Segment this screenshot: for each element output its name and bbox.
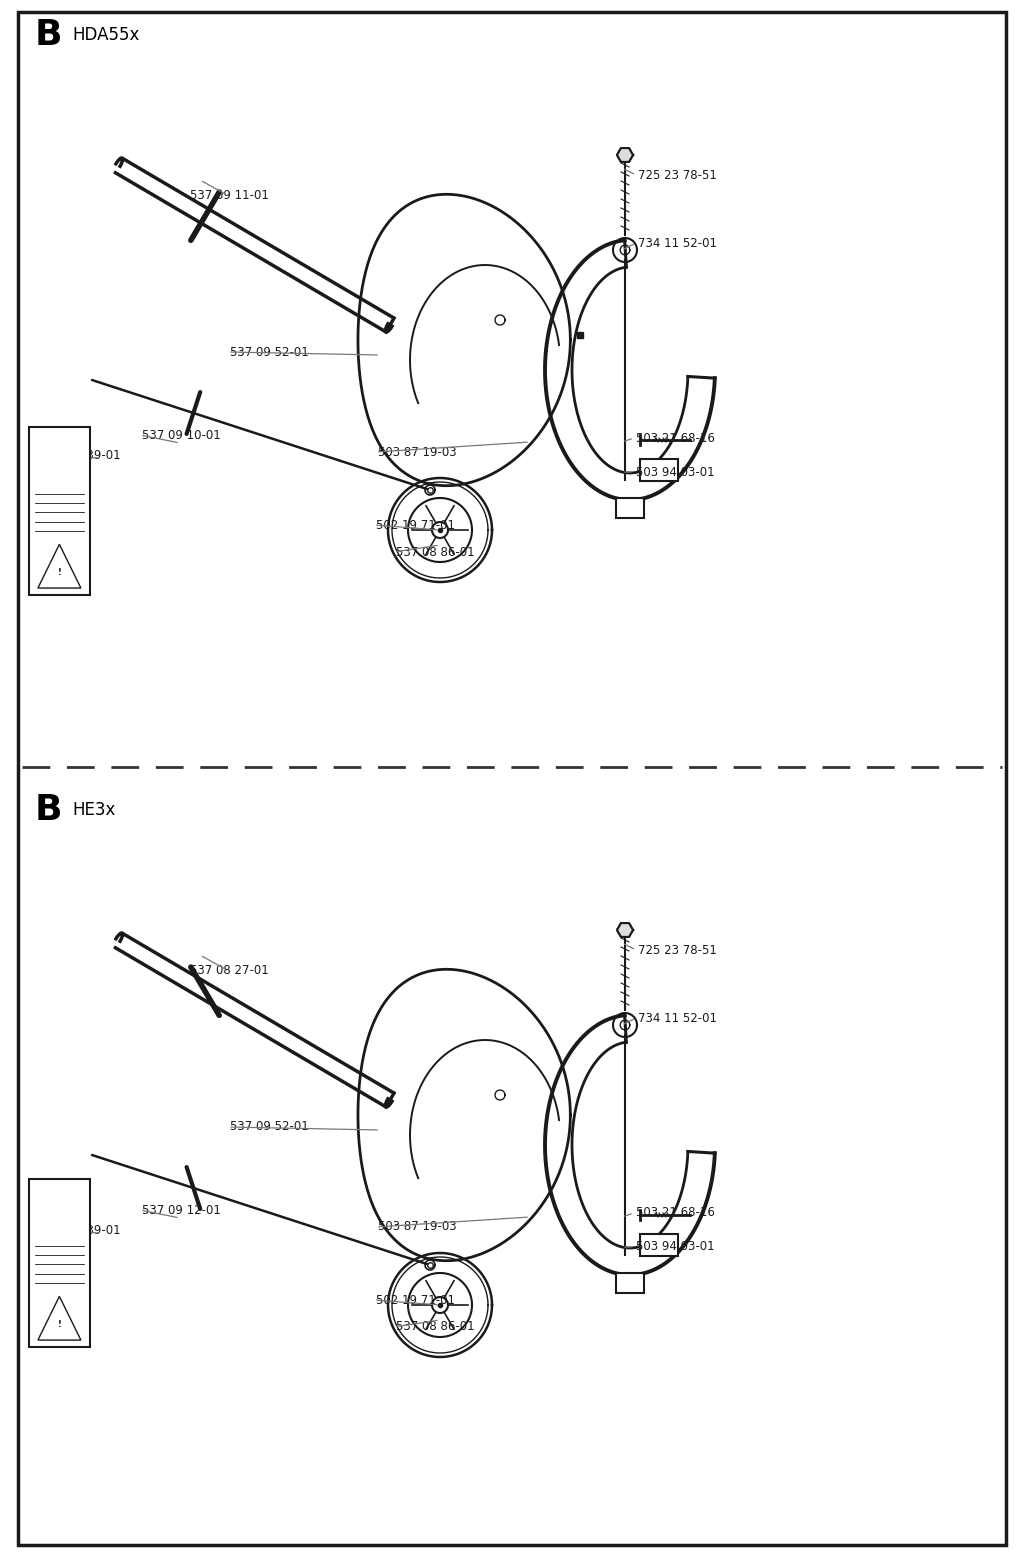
Bar xyxy=(29,1179,90,1347)
Polygon shape xyxy=(38,545,81,589)
Text: B: B xyxy=(35,19,62,51)
Text: !: ! xyxy=(57,568,61,578)
Bar xyxy=(616,498,644,518)
Text: B: B xyxy=(70,1200,76,1210)
Text: 502 19 71-01: 502 19 71-01 xyxy=(376,1294,455,1306)
Text: 503 87 19-03: 503 87 19-03 xyxy=(378,445,457,458)
Text: 502 19 71-01: 502 19 71-01 xyxy=(376,518,455,531)
Bar xyxy=(640,1235,678,1256)
Text: 537 09 11-01: 537 09 11-01 xyxy=(190,188,269,201)
Text: 734 11 52-01: 734 11 52-01 xyxy=(638,1012,717,1025)
Text: 503 94 03-01: 503 94 03-01 xyxy=(636,466,715,478)
Text: 503 21 68-16: 503 21 68-16 xyxy=(636,431,715,444)
Bar xyxy=(29,427,90,595)
Text: B: B xyxy=(35,793,62,827)
Text: 537 08 39-01: 537 08 39-01 xyxy=(42,1224,121,1236)
Text: 537 08 39-01: 537 08 39-01 xyxy=(42,448,121,461)
Text: 537 08 27-01: 537 08 27-01 xyxy=(190,964,268,976)
Text: 503 94 03-01: 503 94 03-01 xyxy=(636,1241,715,1253)
Bar xyxy=(640,459,678,481)
Text: 734 11 52-01: 734 11 52-01 xyxy=(638,237,717,249)
Text: 537 08 86-01: 537 08 86-01 xyxy=(396,545,475,559)
Text: 537 09 10-01: 537 09 10-01 xyxy=(142,428,221,442)
Text: HDA55x: HDA55x xyxy=(72,26,139,44)
Text: 725 23 78-51: 725 23 78-51 xyxy=(638,944,717,956)
Text: 725 23 78-51: 725 23 78-51 xyxy=(638,168,717,182)
Text: 537 09 52-01: 537 09 52-01 xyxy=(230,1121,309,1133)
Text: A: A xyxy=(37,448,43,458)
Polygon shape xyxy=(38,1297,81,1341)
Polygon shape xyxy=(617,923,633,937)
Text: 537 09 12-01: 537 09 12-01 xyxy=(142,1204,221,1216)
Text: 537 09 52-01: 537 09 52-01 xyxy=(230,346,309,358)
Text: 503 21 68-16: 503 21 68-16 xyxy=(636,1207,715,1219)
Text: HE3x: HE3x xyxy=(72,800,116,819)
Text: A: A xyxy=(37,1200,43,1210)
Text: 503 87 19-03: 503 87 19-03 xyxy=(378,1221,457,1233)
Text: B: B xyxy=(70,448,76,458)
Polygon shape xyxy=(617,148,633,162)
Bar xyxy=(616,1274,644,1292)
Text: !: ! xyxy=(57,1320,61,1330)
Text: 537 08 86-01: 537 08 86-01 xyxy=(396,1320,475,1333)
